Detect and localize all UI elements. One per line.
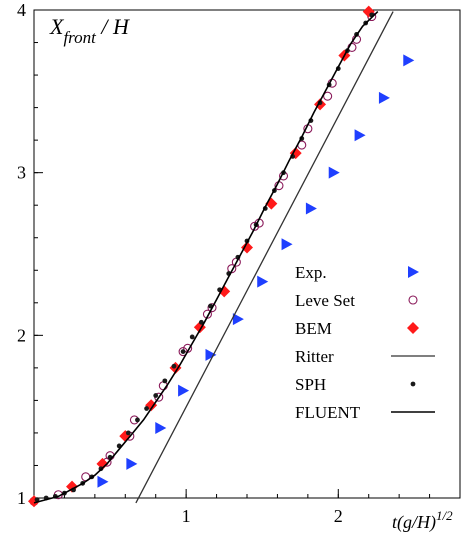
- exp-point: [281, 238, 293, 251]
- x-axis-title-main: t(g/H): [392, 512, 436, 533]
- bem-point: [241, 241, 253, 254]
- series-fluent: [33, 11, 379, 504]
- series-leve-set: [29, 11, 377, 506]
- exp-point: [257, 275, 269, 288]
- exp-point: [354, 129, 366, 142]
- exp-point: [205, 348, 217, 361]
- series-sph: [34, 12, 375, 503]
- leve-set-point: [250, 221, 260, 231]
- leve-set-point: [207, 303, 217, 313]
- legend-label-leve-set: Leve Set: [295, 291, 355, 310]
- y-axis-title-tail: / H: [96, 14, 130, 39]
- sph-point: [153, 393, 159, 398]
- series-bem: [28, 5, 375, 508]
- sph-point: [180, 349, 186, 354]
- sph-point: [34, 497, 40, 503]
- legend-label-ritter: Ritter: [295, 347, 334, 366]
- x-tick-label: 1: [182, 506, 191, 526]
- plot-frame: [33, 9, 461, 499]
- exp-point: [403, 54, 415, 67]
- exp-point: [232, 313, 244, 326]
- ritter-line: [135, 11, 394, 504]
- exp-point: [97, 475, 109, 488]
- exp-point: [378, 91, 390, 104]
- axes: 1 2 1 2 3 4: [17, 0, 431, 526]
- x-tick-label: 2: [334, 506, 343, 526]
- legend: Exp. Leve Set BEM Ritter SPH FLUENT: [295, 263, 435, 422]
- legend-symbol-bem: [407, 322, 419, 334]
- sph-point: [189, 334, 195, 340]
- y-axis-title-sub: front: [63, 28, 97, 47]
- sph-point: [125, 430, 131, 436]
- exp-point: [155, 422, 167, 435]
- x-axis-title-sup: 1/2: [436, 508, 453, 523]
- leve-set-point: [323, 91, 333, 101]
- legend-symbol-sph: [410, 381, 416, 387]
- sph-point: [162, 378, 168, 384]
- legend-symbol-leve-set: [408, 295, 418, 305]
- legend-label-sph: SPH: [295, 375, 326, 394]
- bem-point: [119, 430, 132, 443]
- exp-point: [126, 457, 138, 470]
- exp-point: [328, 166, 340, 179]
- sph-point: [144, 406, 149, 411]
- y-tick-label: 3: [17, 163, 26, 183]
- series-ritter: [135, 11, 394, 504]
- x-axis-title: t(g/H)1/2: [392, 508, 453, 533]
- sph-point: [198, 319, 204, 325]
- y-tick-label: 4: [17, 0, 26, 20]
- y-tick-label: 1: [17, 488, 26, 508]
- legend-label-exp: Exp.: [295, 263, 327, 282]
- sph-point: [135, 417, 140, 423]
- fluent-line: [33, 11, 379, 504]
- legend-label-fluent: FLUENT: [295, 403, 361, 422]
- series-layer: [28, 5, 415, 508]
- y-tick-label: 2: [17, 325, 26, 345]
- y-axis-title-main: X: [49, 14, 65, 39]
- y-axis-title: Xfront / H: [49, 14, 130, 47]
- plot-area: [33, 9, 461, 499]
- series-exp: [97, 54, 415, 488]
- sph-point: [171, 363, 177, 369]
- exp-point: [305, 202, 317, 215]
- legend-symbol-exp: [408, 266, 419, 278]
- legend-label-bem: BEM: [295, 319, 332, 338]
- exp-point: [178, 384, 190, 397]
